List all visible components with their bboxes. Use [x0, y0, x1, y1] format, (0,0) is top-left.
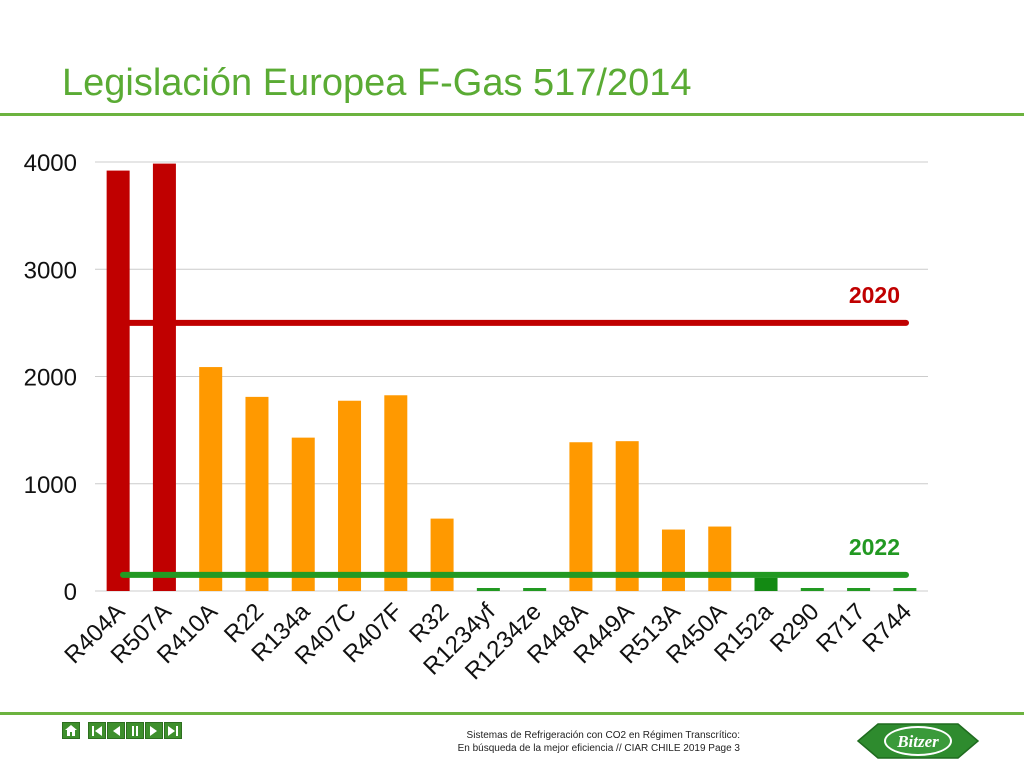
reference-label-2020: 2020	[849, 282, 900, 308]
svg-text:Bitzer: Bitzer	[896, 732, 939, 751]
y-axis-ticks: 0 1000 2000 3000 4000	[24, 150, 77, 606]
footer-line-2: En búsqueda de la mejor eficiencia // CI…	[457, 743, 740, 754]
y-tick-label: 1000	[24, 472, 77, 499]
bar-r407c	[338, 400, 362, 591]
footer-divider	[0, 712, 1024, 715]
next-slide-button[interactable]	[145, 722, 163, 739]
bar-r290	[800, 588, 824, 591]
bar-r1234yf	[476, 588, 500, 591]
x-tick-label: R744	[857, 598, 917, 658]
slide-controls	[88, 722, 183, 739]
bar-r404a	[106, 170, 130, 591]
bar-r32	[430, 518, 454, 591]
last-slide-icon	[168, 725, 178, 736]
home-icon	[65, 725, 77, 736]
footer-text: Sistemas de Refrigeración con CO2 en Rég…	[360, 729, 740, 755]
slide-navigation	[62, 722, 81, 739]
bar-r450a	[708, 526, 732, 591]
first-slide-icon	[92, 725, 102, 736]
bar-r513a	[661, 529, 685, 591]
reference-label-2022: 2022	[849, 534, 900, 560]
bar-r448a	[569, 442, 593, 591]
bar-r744	[893, 588, 917, 591]
y-tick-label: 3000	[24, 257, 77, 284]
last-slide-button[interactable]	[164, 722, 182, 739]
title-divider	[0, 113, 1024, 116]
pause-button[interactable]	[126, 722, 144, 739]
first-slide-button[interactable]	[88, 722, 106, 739]
slide-title: Legislación Europea F-Gas 517/2014	[62, 62, 692, 104]
previous-slide-icon	[113, 725, 120, 736]
bar-r717	[847, 588, 871, 591]
bar-r407f	[384, 395, 408, 591]
bar-r152a	[754, 577, 778, 591]
bar-r507a	[152, 163, 176, 591]
x-axis-ticks: R404AR507AR410AR22R134aR407CR407FR32R123…	[59, 598, 917, 685]
y-tick-label: 0	[64, 579, 77, 606]
previous-slide-button[interactable]	[107, 722, 125, 739]
bar-r134a	[291, 437, 315, 591]
y-tick-label: 4000	[24, 150, 77, 177]
home-button[interactable]	[62, 722, 80, 739]
gwp-bar-chart: 0 1000 2000 3000 4000 R404AR507AR410AR22R134…	[24, 150, 928, 685]
next-slide-icon	[150, 725, 157, 736]
bar-r1234ze	[523, 588, 547, 591]
x-tick-label: R290	[765, 598, 825, 658]
bars	[106, 163, 917, 591]
reference-lines: 2020 2022	[120, 282, 909, 578]
bar-r410a	[199, 367, 223, 591]
bar-r22	[245, 396, 269, 591]
x-tick-label: R717	[811, 598, 871, 658]
pause-icon	[132, 725, 138, 736]
bitzer-logo: Bitzer	[856, 723, 980, 759]
footer-line-1: Sistemas de Refrigeración con CO2 en Rég…	[466, 730, 740, 741]
grid-lines	[95, 161, 928, 592]
y-tick-label: 2000	[24, 365, 77, 392]
bar-r449a	[615, 441, 639, 591]
